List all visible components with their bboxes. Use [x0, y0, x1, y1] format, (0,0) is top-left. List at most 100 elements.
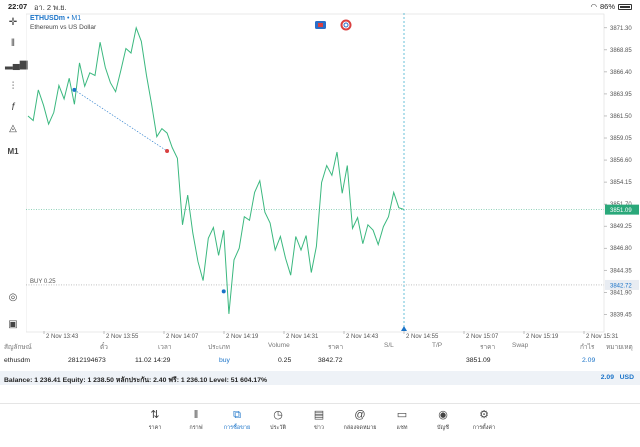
- chart-toolbar: ✛ ǁ ▂▄▆ ⫶ f ◬ M1 ◎ ▣: [0, 13, 28, 343]
- nav-settings-label: การตั้งค่า: [472, 425, 496, 431]
- nav-account[interactable]: ◉ บัญชี: [423, 408, 463, 432]
- nav-news[interactable]: ▤ ข่าว: [299, 408, 339, 432]
- objects-icon[interactable]: ◬: [9, 123, 17, 134]
- symbol-separator: •: [66, 15, 72, 22]
- row-volume: 0.25: [278, 357, 292, 364]
- buy-price-label: 3842.72: [610, 283, 632, 289]
- y-tick-label: 3839.45: [610, 312, 632, 318]
- nav-chat-label: แชท: [396, 425, 408, 431]
- col-ticket: ตั๋ว: [100, 344, 108, 351]
- nav-mail-label: กล่องจดหมาย: [343, 425, 377, 431]
- quotes-icon: ⇅: [150, 409, 160, 421]
- chart-canvas[interactable]: 3871.30 3868.85 3866.40 3863.95 3861.50 3859.…: [25, 13, 640, 343]
- positions-table-header: สัญลักษณ์ ตั๋ว เวลา ประเภท Volume ราคา S…: [0, 342, 640, 354]
- row-current-price: 3851.09: [466, 357, 491, 364]
- one-click-sell-icon: [318, 23, 323, 27]
- battery-percent: 86%: [599, 2, 615, 11]
- y-tick-label: 3841.90: [610, 290, 632, 296]
- battery-icon: [618, 3, 632, 10]
- balance-bar: Balance: 1 236.41 Equity: 1 238.50 หลักป…: [0, 371, 640, 385]
- trade-icon: ⧉: [233, 409, 241, 421]
- row-time: 11.02 14:29: [135, 357, 171, 364]
- position-row[interactable]: ethusdm 2812194673 11.02 14:29 buy 0.25 …: [0, 357, 640, 369]
- bars-icon[interactable]: ▂▄▆: [5, 59, 28, 70]
- y-tick-label: 3866.40: [610, 70, 632, 76]
- entry-marker: [72, 87, 77, 92]
- y-tick-label: 3849.25: [610, 224, 632, 230]
- y-tick-label: 3844.35: [610, 268, 632, 274]
- nav-mail[interactable]: @ กล่องจดหมาย: [340, 408, 380, 432]
- status-right: ◠ 86%: [590, 2, 632, 11]
- col-comment: หมายเหตุ: [606, 344, 633, 351]
- bottom-navigation: ⇅ ราคา ǁ กราฟ ⧉ การซื้อขาย ◷ ประวัติ ▤ ข…: [0, 403, 640, 447]
- x-tick-label: 2 Nov 14:43: [346, 334, 379, 340]
- symbol-description: Ethereum vs US Dollar: [30, 24, 97, 31]
- nav-account-label: บัญชี: [437, 425, 449, 431]
- nav-chat[interactable]: ▭ แชท: [382, 408, 422, 432]
- y-tick-label: 3846.80: [610, 246, 632, 252]
- row-symbol: ethusdm: [4, 357, 31, 364]
- history-icon: ◷: [273, 409, 283, 421]
- x-tick-label: 2 Nov 13:55: [106, 334, 139, 340]
- y-tick-label: 3859.05: [610, 136, 632, 142]
- row-type: buy: [219, 357, 230, 364]
- col-time: เวลา: [158, 344, 172, 351]
- x-tick-label: 2 Nov 15:19: [526, 334, 559, 340]
- settings-icon: ⚙: [479, 409, 489, 421]
- nav-quotes[interactable]: ⇅ ราคา: [135, 408, 175, 432]
- col-volume: Volume: [268, 342, 290, 349]
- nav-settings[interactable]: ⚙ การตั้งค่า: [464, 408, 504, 432]
- col-price: ราคา: [328, 344, 344, 351]
- mail-icon: @: [354, 409, 366, 421]
- col-tp: T/P: [432, 342, 443, 349]
- price-line: [27, 26, 405, 314]
- x-tick-label: 2 Nov 15:07: [466, 334, 499, 340]
- wifi-icon: ◠: [590, 2, 597, 11]
- status-bar: 22:07 อา. 2 พ.ย. ◠ 86%: [0, 0, 640, 13]
- zoom-icon[interactable]: ◎: [8, 292, 18, 303]
- trade-connection-line: [74, 89, 168, 152]
- col-type: ประเภท: [208, 344, 230, 351]
- low-marker: [221, 289, 226, 294]
- x-tick-label: 2 Nov 14:07: [166, 334, 199, 340]
- row-open-price: 3842.72: [318, 357, 343, 364]
- x-tick-label: 2 Nov 14:55: [406, 334, 439, 340]
- chart-icon: ǁ: [193, 409, 199, 421]
- col-sl: S/L: [384, 342, 394, 349]
- y-tick-label: 3856.60: [610, 158, 632, 164]
- one-click-trade-icon[interactable]: ▣: [8, 319, 18, 330]
- trade-level-icon: [340, 19, 352, 31]
- candles-icon[interactable]: ǁ: [10, 38, 16, 49]
- y-tick-label: 3861.50: [610, 114, 632, 120]
- nav-trade[interactable]: ⧉ การซื้อขาย: [217, 408, 257, 432]
- nav-history-label: ประวัติ: [269, 425, 287, 431]
- price-chart[interactable]: 3871.30 3868.85 3866.40 3863.95 3861.50 3859.…: [25, 13, 640, 343]
- x-tick-label: 2 Nov 14:31: [286, 334, 319, 340]
- account-icon: ◉: [438, 409, 448, 421]
- row-ticket: 2812194673: [68, 357, 106, 364]
- nav-chart-label: กราฟ: [189, 425, 203, 431]
- total-profit: 2.09: [600, 374, 614, 381]
- currency: USD: [619, 374, 634, 381]
- x-tick-label: 2 Nov 13:43: [46, 334, 79, 340]
- y-tick-label: 3863.95: [610, 92, 632, 98]
- trade-level-inner: [343, 22, 349, 28]
- plot-frame: [25, 13, 605, 333]
- exit-marker: [165, 149, 170, 154]
- nav-chart[interactable]: ǁ กราฟ: [176, 408, 216, 432]
- nav-history[interactable]: ◷ ประวัติ: [258, 408, 298, 432]
- timeframe-button[interactable]: M1: [7, 147, 19, 156]
- time-cursor-marker: [401, 326, 407, 331]
- y-tick-label: 3854.15: [610, 180, 632, 186]
- chart-timeframe: M1: [71, 15, 82, 22]
- current-price-tag: [605, 204, 639, 215]
- buy-price-tag: [605, 279, 639, 290]
- col-profit: กำไร: [580, 344, 595, 351]
- chart-symbol: ETHUSDm • M1: [30, 15, 81, 22]
- function-icon[interactable]: f: [11, 102, 15, 113]
- row-profit: 2.09: [582, 357, 596, 364]
- y-tick-label: 3871.30: [610, 26, 632, 32]
- indicators-icon[interactable]: ⫶: [11, 81, 15, 92]
- crosshair-icon[interactable]: ✛: [8, 17, 18, 28]
- col-symbol: สัญลักษณ์: [4, 344, 32, 351]
